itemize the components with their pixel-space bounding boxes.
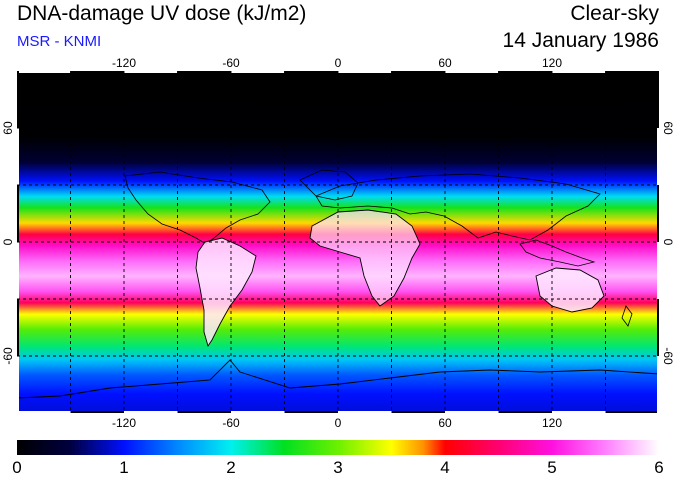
edge-mark: [657, 185, 659, 242]
longitude-label: 60: [438, 416, 452, 430]
longitude-label: -60: [222, 416, 240, 430]
coast-north-america: [124, 171, 271, 245]
colorbar-tick-label: 6: [654, 458, 664, 477]
coast-south-america: [195, 237, 257, 348]
coast-africa: [309, 209, 421, 307]
edge-mark: [605, 411, 659, 413]
edge-mark: [498, 71, 552, 73]
edge-mark: [445, 411, 499, 413]
longitude-label: -120: [112, 416, 136, 430]
colorbar-tick-label: 0: [12, 458, 22, 477]
longitude-label: 0: [335, 416, 342, 430]
edge-mark: [391, 411, 445, 413]
latitude-label-right: -60: [661, 347, 675, 365]
longitude-label: 60: [438, 56, 452, 70]
edge-mark: [284, 411, 338, 413]
edge-mark: [177, 71, 231, 73]
latitude-labels: 60 60 0 0 -60 -60: [1, 121, 675, 365]
edge-mark: [17, 242, 19, 299]
coast-eurasia: [315, 173, 601, 241]
coast-greenland: [299, 169, 359, 201]
coast-indonesia: [519, 239, 596, 267]
edge-mark: [17, 356, 19, 413]
colorbar-tick-label: 5: [547, 458, 557, 477]
colorbar: [17, 440, 659, 455]
edge-mark: [338, 411, 392, 413]
longitude-labels: -120 -120 -60 -60 0 0 60 60 120 120: [112, 56, 562, 430]
edge-mark: [605, 71, 659, 73]
colorbar-tick-label: 4: [440, 458, 450, 477]
edge-mark: [231, 71, 285, 73]
edge-mark: [657, 299, 659, 356]
edge-mark: [552, 71, 606, 73]
edge-mark: [657, 71, 659, 128]
latitude-label-right: 60: [661, 121, 675, 135]
edge-mark: [284, 71, 338, 73]
colorbar-tick-label: 3: [333, 458, 343, 477]
date-label: 14 January 1986: [502, 29, 659, 52]
edge-mark: [70, 71, 124, 73]
condition-label: Clear-sky: [570, 2, 659, 25]
map-title: DNA-damage UV dose (kJ/m2): [17, 2, 307, 25]
coast-australia: [535, 267, 605, 313]
edge-marks: [17, 71, 659, 413]
longitude-label: 120: [542, 416, 562, 430]
longitude-label: -60: [222, 56, 240, 70]
edge-mark: [17, 128, 19, 185]
edge-mark: [17, 185, 19, 242]
edge-mark: [552, 411, 606, 413]
longitude-label: 120: [542, 56, 562, 70]
edge-mark: [177, 411, 231, 413]
edge-mark: [17, 411, 71, 413]
overlay-layer: [17, 169, 659, 399]
graticule: [17, 71, 659, 413]
colorbar-tick-label: 1: [119, 458, 129, 477]
coast-antarctica: [17, 359, 659, 399]
edge-mark: [17, 71, 71, 73]
edge-mark: [657, 356, 659, 413]
latitude-label-left: 0: [1, 238, 15, 245]
latitude-label-right: 0: [661, 239, 675, 246]
edge-mark: [124, 71, 178, 73]
edge-mark: [657, 242, 659, 299]
source-label: MSR - KNMI: [17, 33, 102, 50]
colorbar-tick-label: 2: [226, 458, 236, 477]
longitude-label: 0: [335, 56, 342, 70]
edge-mark: [338, 71, 392, 73]
latitude-label-left: 60: [1, 121, 15, 135]
edge-mark: [391, 71, 445, 73]
edge-mark: [17, 299, 19, 356]
edge-mark: [124, 411, 178, 413]
edge-mark: [70, 411, 124, 413]
edge-mark: [498, 411, 552, 413]
coast-new-zealand: [621, 305, 633, 327]
edge-mark: [445, 71, 499, 73]
edge-mark: [231, 411, 285, 413]
longitude-label: -120: [112, 56, 136, 70]
edge-mark: [657, 128, 659, 185]
edge-mark: [17, 71, 19, 128]
latitude-label-left: -60: [1, 347, 15, 365]
